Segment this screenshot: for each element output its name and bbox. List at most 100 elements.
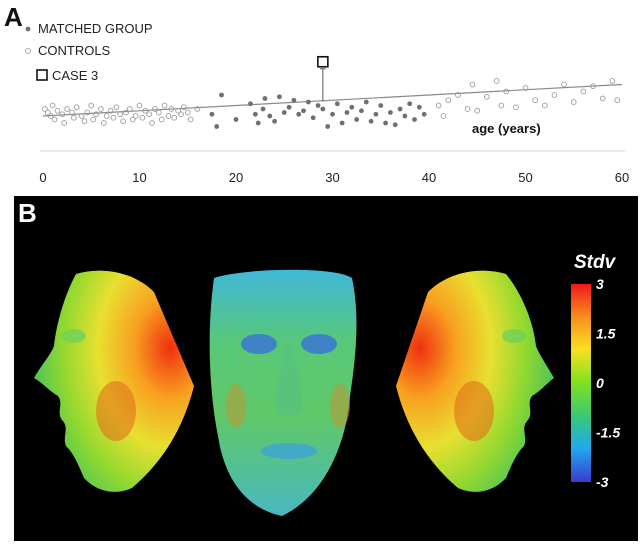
- panel-b: B: [14, 196, 638, 541]
- matched-group-point: [402, 113, 408, 119]
- matched-group-point: [359, 108, 364, 114]
- control-point: [44, 109, 51, 116]
- control-point: [54, 107, 61, 114]
- control-point: [129, 116, 136, 123]
- trend-line: [42, 83, 623, 117]
- x-tick-label: 0: [39, 170, 46, 185]
- matched-group-point: [330, 111, 335, 117]
- control-point: [493, 78, 500, 84]
- control-point: [103, 113, 110, 119]
- matched-group-point: [315, 103, 321, 108]
- control-point: [149, 120, 155, 126]
- control-point: [71, 114, 77, 121]
- x-tick-label: 30: [325, 170, 339, 185]
- matched-group-point: [255, 120, 261, 126]
- matched-group-point: [412, 117, 417, 122]
- colorbar-tick-label: -3: [596, 474, 609, 490]
- control-point: [541, 102, 548, 109]
- matched-group-point: [334, 101, 340, 107]
- control-point: [142, 107, 149, 114]
- matched-group-point: [301, 108, 306, 114]
- control-point: [522, 85, 529, 91]
- matched-group-point: [339, 120, 345, 126]
- control-point: [51, 116, 58, 123]
- case-3-marker: [317, 55, 329, 68]
- control-point: [484, 93, 490, 100]
- colorbar: Stdv 3 1.5 0 -1.5 -3: [571, 252, 620, 490]
- matched-group-point: [286, 104, 292, 110]
- control-point: [49, 102, 56, 109]
- x-tick-label: 40: [422, 170, 436, 185]
- control-point: [127, 106, 133, 112]
- control-point: [93, 111, 99, 118]
- matched-group-point: [267, 113, 273, 119]
- legend-marker-controls: [25, 48, 31, 54]
- matched-group-point: [373, 111, 379, 117]
- matched-group-point: [260, 106, 266, 112]
- control-point: [81, 118, 88, 125]
- matched-group-point: [291, 97, 297, 103]
- matched-group-point: [416, 104, 422, 110]
- control-point: [88, 102, 95, 109]
- x-tick-label: 60: [615, 170, 629, 185]
- matched-group-point: [354, 117, 360, 122]
- face-right-profile: [396, 270, 554, 492]
- colorbar-tick-label: 0: [596, 375, 604, 391]
- control-point: [614, 97, 621, 104]
- matched-group-point: [248, 101, 253, 107]
- control-point: [69, 109, 75, 116]
- control-point: [551, 92, 558, 98]
- matched-group-point: [219, 92, 224, 98]
- control-point: [64, 106, 70, 112]
- matched-group-point: [368, 118, 374, 124]
- control-point: [435, 102, 442, 109]
- control-point: [580, 88, 587, 95]
- matched-group-point: [320, 106, 326, 112]
- control-point: [98, 106, 104, 112]
- control-point: [171, 114, 178, 121]
- control-point: [599, 95, 606, 102]
- x-tick-label: 10: [132, 170, 146, 185]
- matched-group-point: [363, 99, 369, 105]
- matched-group-point: [209, 111, 215, 117]
- control-point: [47, 113, 54, 119]
- control-point: [161, 102, 168, 109]
- control-point: [561, 81, 567, 88]
- control-point: [136, 102, 143, 109]
- control-point: [42, 106, 48, 112]
- control-point: [155, 109, 162, 116]
- matched-group-point: [397, 106, 403, 112]
- matched-group-point: [305, 99, 311, 105]
- control-point: [609, 78, 616, 84]
- matched-group-point: [344, 110, 350, 115]
- control-point: [61, 120, 68, 126]
- control-point: [187, 116, 194, 123]
- control-point: [132, 113, 139, 119]
- control-point: [184, 109, 191, 116]
- control-point: [178, 111, 184, 118]
- control-point: [440, 113, 447, 119]
- control-point: [532, 97, 539, 104]
- face-frontal: [209, 269, 357, 516]
- control-point: [90, 116, 97, 123]
- control-point: [175, 107, 181, 114]
- control-point: [84, 109, 91, 116]
- matched-group-point: [392, 122, 398, 128]
- matched-group-point: [296, 111, 302, 117]
- colorbar-gradient: [571, 284, 591, 482]
- panel-a-letter: A: [4, 2, 23, 32]
- control-point: [139, 114, 146, 121]
- control-point: [152, 106, 158, 112]
- control-point: [113, 104, 120, 111]
- control-point: [165, 113, 172, 119]
- matched-group-point: [421, 111, 427, 117]
- control-point: [59, 111, 66, 118]
- control-point: [120, 118, 126, 125]
- control-point: [107, 107, 114, 114]
- control-point: [512, 104, 519, 111]
- x-tick-label: 20: [229, 170, 243, 185]
- control-point: [100, 120, 107, 126]
- legend-label-controls: CONTROLS: [38, 43, 111, 58]
- age-scatter-chart: 0 10 20 30 40 50 60 age (years) MATCHED GROUP CON…: [25, 21, 629, 185]
- legend-marker-matched-group: [25, 26, 31, 32]
